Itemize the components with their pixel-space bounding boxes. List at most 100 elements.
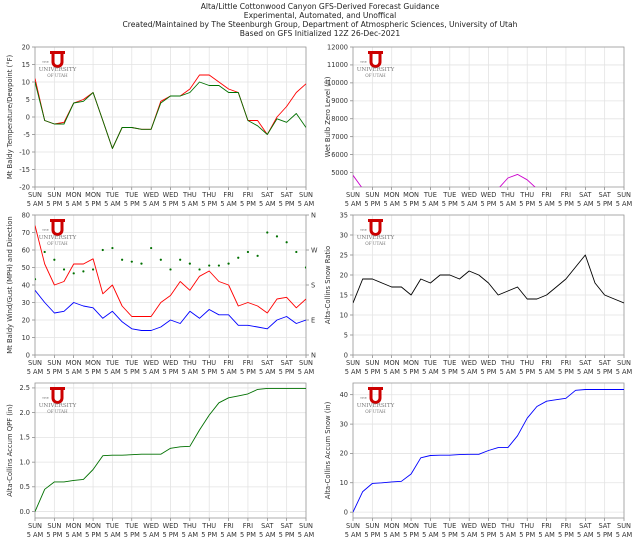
logo-of-utah: OF UTAH [365,241,386,246]
x-tick-label-time: 5 AM [259,531,276,539]
title-line-2: Experimental, Automated, and Unoffical [244,11,396,20]
x-tick-label-day: TUE [124,191,138,199]
x-tick-label-day: MON [85,359,101,367]
y-tick-label: 60 [22,246,30,254]
u-logo-mark-icon [368,51,383,68]
u-logo-mark-icon [50,387,65,404]
y-tick-label: 10 [340,311,348,319]
x-tick-label-time: 5 AM [422,200,439,208]
x-tick-label-day: SUN [47,191,61,199]
x-tick-label-time: 5 AM [65,531,82,539]
x-tick-label-time: 5 AM [143,368,160,376]
x-tick-label-day: TUE [105,191,119,199]
x-tick-label-time: 5 AM [104,531,121,539]
x-tick-label-time: 5 AM [345,531,362,539]
x-tick-label-time: 5 PM [85,200,101,208]
y-tick-label: -20 [19,183,30,191]
x-tick-label-day: SAT [261,191,274,199]
x-tick-label-day: MON [403,191,419,199]
direction-point [256,254,259,257]
x-tick-label-day: TUE [442,191,456,199]
x-tick-label-time: 5 PM [46,200,62,208]
y-tick-label: 20 [22,43,30,51]
x-tick-label-time: 5 AM [383,200,400,208]
x-tick-label-time: 5 AM [182,531,199,539]
direction-point [82,270,85,273]
y-tick-label: 10000 [327,79,348,87]
figure-title: Alta/Little Cottonwood Canyon GFS-Derive… [123,2,518,38]
x-tick-label-day: WED [481,191,497,199]
direction-point [159,258,162,261]
x-tick-label-day: THU [201,191,216,199]
direction-point [295,250,298,254]
logo-of-utah: OF UTAH [47,241,68,246]
x-tick-label-time: 5 PM [558,200,574,208]
x-tick-label-day: TUE [423,191,437,199]
logo-the: THE [42,396,49,400]
y-tick-label: 1.5 [20,434,31,442]
direction-point [169,268,172,271]
direction-point [188,262,191,265]
x-tick-label-time: 5 AM [500,200,517,208]
y-tick-label: 20 [340,271,348,279]
x-tick-label-day: TUE [423,359,437,367]
x-tick-label-time: 5 AM [383,531,400,539]
y-axis-label: Wet Bulb Zero Level (ft) [324,76,332,157]
x-tick-label-time: 5 AM [461,368,478,376]
x-tick-label-time: 5 AM [143,200,160,208]
direction-point [101,248,104,252]
x-tick-label-time: 5 PM [163,368,179,376]
x-tick-label-day: THU [500,359,515,367]
x-tick-label-time: 5 PM [163,531,179,539]
x-tick-label-time: 5 PM [442,368,458,376]
direction-tick-label: S [311,281,315,289]
x-tick-label-time: 5 PM [481,200,497,208]
y-tick-label: -10 [19,148,30,156]
x-tick-label-time: 5 AM [616,531,633,539]
x-tick-label-day: TUE [442,522,456,530]
y-tick-label: 8000 [331,115,348,123]
direction-tick-label: N [311,351,316,359]
x-tick-label-day: SUN [365,522,379,530]
x-tick-label-time: 5 AM [220,531,237,539]
u-logo-mark-icon [368,387,383,404]
x-tick-label-time: 5 PM [558,368,574,376]
x-tick-label-time: 5 AM [298,368,315,376]
x-tick-label-day: FRI [561,191,571,199]
logo-university: UNIVERSITY [357,235,395,241]
u-logo-mark-icon [50,219,65,236]
plot-frame [34,46,307,188]
y-tick-label: 80 [22,211,30,219]
logo-university: UNIVERSITY [39,403,77,409]
y-tick-label: 20 [340,450,348,458]
x-tick-label-time: 5 PM [201,368,217,376]
x-tick-label-time: 5 AM [577,368,594,376]
plot-frame [352,214,625,356]
plot-frame [352,46,625,188]
x-tick-label-time: 5 PM [46,368,62,376]
x-tick-label-day: FRI [223,191,233,199]
x-tick-label-time: 5 PM [442,531,458,539]
x-tick-label-day: WED [461,522,477,530]
x-tick-label-time: 5 AM [104,200,121,208]
y-tick-label: 6000 [331,151,348,159]
x-tick-label-time: 5 PM [201,531,217,539]
direction-tick-label: E [311,316,315,324]
x-tick-label-time: 5 PM [481,368,497,376]
x-tick-label-day: TUE [423,522,437,530]
y-axis-label: Mt Baldy Temperature/Dewpoint (°F) [6,54,14,179]
direction-point [121,258,124,261]
x-tick-label-day: FRI [243,191,253,199]
direction-point [217,264,220,267]
x-tick-label-day: TUE [124,359,138,367]
x-tick-label-time: 5 AM [27,368,44,376]
x-tick-label-time: 5 PM [597,531,613,539]
direction-point [237,256,240,259]
x-tick-label-day: MON [85,522,101,530]
x-tick-label-day: MON [403,359,419,367]
logo-of-utah: OF UTAH [365,73,386,78]
x-tick-label-time: 5 PM [442,200,458,208]
